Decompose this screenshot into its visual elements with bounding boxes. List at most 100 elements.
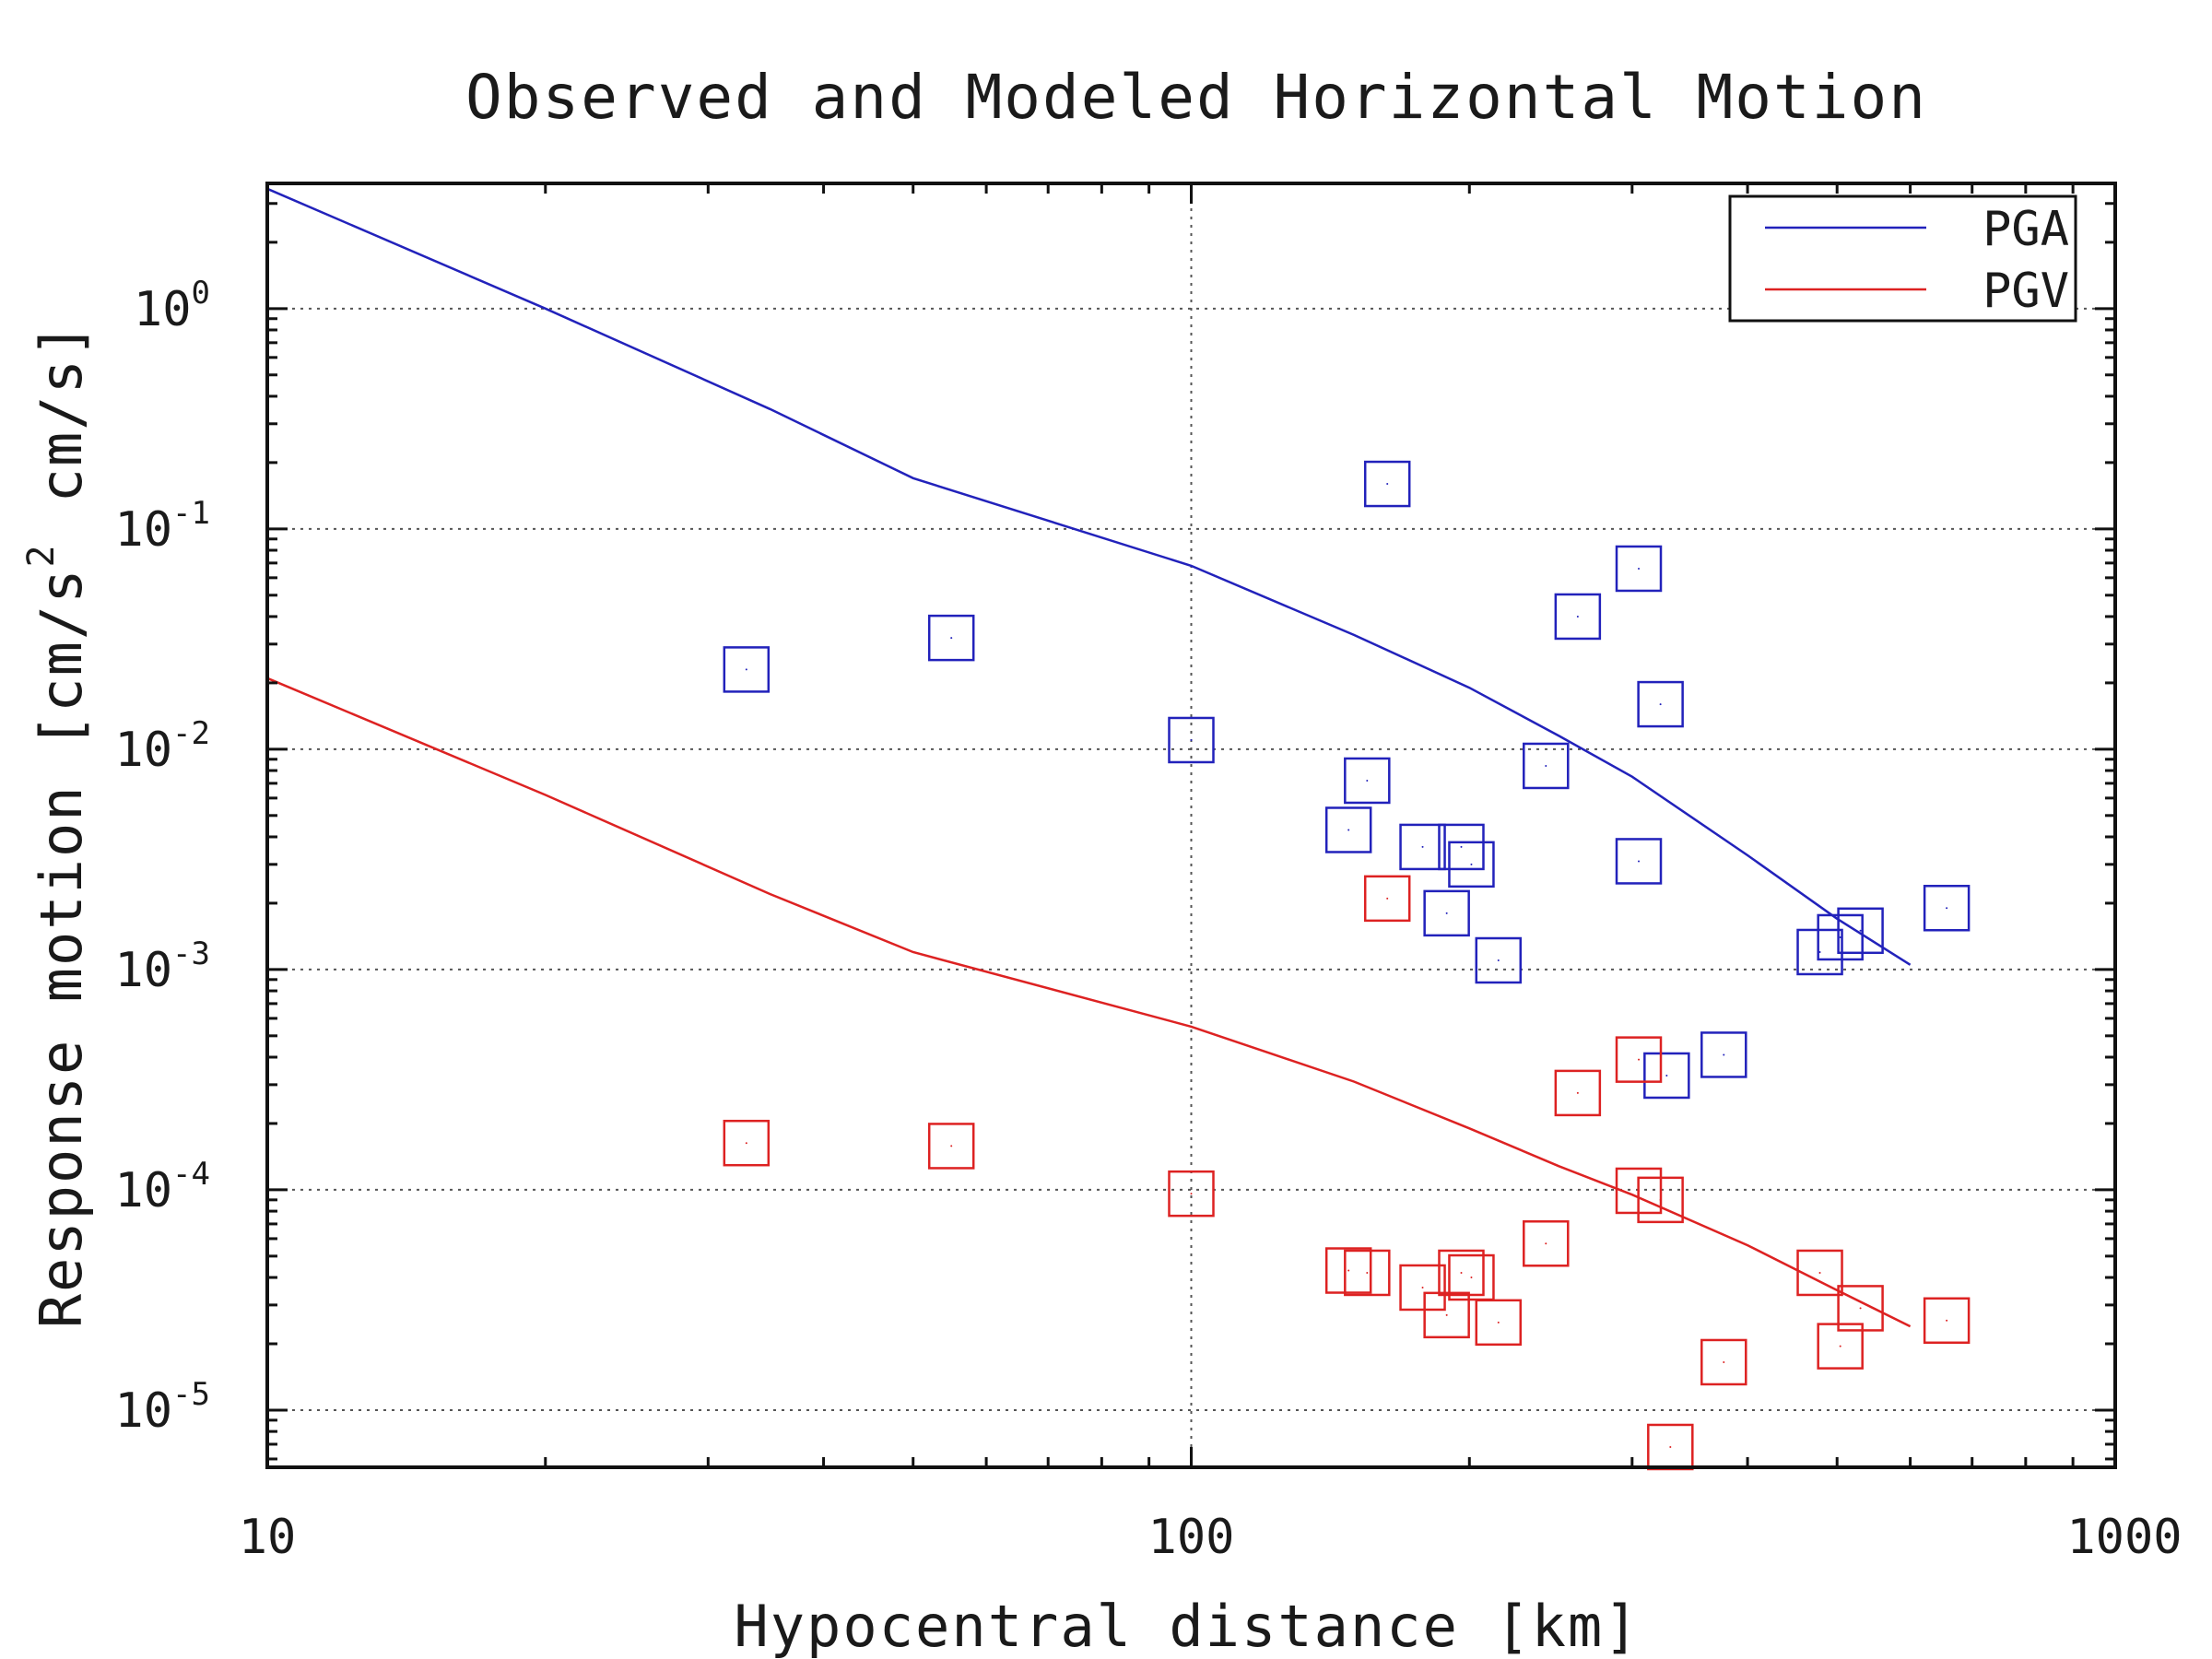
- x-tick-label: 1000: [2066, 1510, 2182, 1565]
- observed-point-center: [1386, 483, 1389, 486]
- observed-point-center: [1421, 1286, 1424, 1288]
- svg-text:Response motion [cm/s2cm/s]: Response motion [cm/s2 cm/s]: [20, 322, 95, 1329]
- y-axis-label-superscript: 2: [20, 543, 63, 567]
- model-line-pgv: [266, 677, 1912, 1328]
- y-tick-label: 100: [134, 275, 210, 337]
- observed-point-center: [1545, 1242, 1547, 1245]
- x-axis-label: Hypocentral distance [km]: [734, 1593, 1640, 1659]
- observed-point-center: [1190, 1193, 1193, 1195]
- observed-point-center: [1638, 860, 1641, 863]
- observed-point-center: [1470, 863, 1473, 865]
- grid-lines: [267, 183, 2115, 1467]
- y-tick-label: 10-4: [114, 1156, 210, 1218]
- observed-point-center: [1946, 907, 1948, 910]
- observed-point-pga: [1817, 913, 1864, 961]
- observed-point-pgv: [1796, 1249, 1843, 1297]
- observed-point-pga: [1423, 889, 1470, 937]
- observed-point-center: [1818, 950, 1821, 953]
- observed-point-pga: [1344, 757, 1391, 805]
- observed-point-center: [745, 1142, 747, 1145]
- observed-point-center: [1497, 1321, 1500, 1324]
- observed-point-center: [1347, 829, 1350, 831]
- observed-point-pga: [1523, 742, 1570, 790]
- observed-point-center: [1445, 1313, 1448, 1316]
- observed-point-center: [1946, 1319, 1948, 1322]
- observed-point-center: [1470, 1277, 1473, 1279]
- observed-point-center: [1576, 615, 1579, 618]
- model-line-pga: [266, 187, 1912, 966]
- observed-point-pgv: [1438, 1249, 1485, 1297]
- observed-point-pga: [1837, 907, 1884, 955]
- observed-point-pgv: [1615, 1036, 1663, 1083]
- y-axis-label-unit: cm/s]: [28, 322, 95, 503]
- observed-point-pgv: [1399, 1264, 1446, 1312]
- observed-point-pga: [1448, 841, 1495, 888]
- observed-point-pga: [1399, 823, 1446, 871]
- observed-point-center: [1818, 1271, 1821, 1274]
- observed-point-pgv: [723, 1119, 771, 1167]
- tick-labels: 10 100 1000 100 10-1 10-2 10-3 10-4 10-5: [114, 275, 2182, 1565]
- observed-point-center: [1839, 1345, 1841, 1347]
- observed-point-center: [1445, 912, 1448, 914]
- observed-point-pga: [1475, 936, 1523, 984]
- observed-point-center: [1638, 1058, 1641, 1061]
- observed-point-pgv: [1168, 1170, 1215, 1218]
- legend: PGA PGV: [1728, 194, 2077, 323]
- observed-point-center: [1545, 764, 1547, 767]
- observed-point-pgv: [1363, 875, 1411, 923]
- observed-point-pga: [1615, 545, 1663, 593]
- observed-point-pgv: [1554, 1069, 1602, 1117]
- observed-point-center: [1859, 1307, 1862, 1310]
- observed-point-center: [1839, 935, 1841, 938]
- observed-point-center: [1669, 1445, 1672, 1448]
- chart-title: Observed and Modeled Horizontal Motion: [465, 62, 1927, 133]
- observed-point-pgv: [1523, 1220, 1570, 1267]
- y-tick-label: 10-3: [114, 935, 210, 998]
- observed-point-pgv: [1344, 1249, 1391, 1297]
- observed-point-pgv: [927, 1123, 975, 1170]
- observed-point-center: [1366, 1271, 1369, 1274]
- observed-point-center: [1665, 1074, 1668, 1077]
- observed-point-center: [1638, 567, 1641, 570]
- observed-point-pgv: [1637, 1176, 1684, 1224]
- observed-point-pga: [1700, 1031, 1747, 1078]
- observed-point-center: [1386, 897, 1389, 900]
- legend-box: [1728, 194, 2077, 323]
- observed-point-center: [1190, 738, 1193, 741]
- observed-point-center: [1497, 959, 1500, 961]
- observed-point-pgv: [1817, 1323, 1864, 1370]
- observed-point-pga: [1438, 823, 1485, 871]
- legend-label-pga: PGA: [1983, 202, 2069, 257]
- y-tick-label: 10-1: [114, 495, 210, 558]
- observed-point-pgv: [1700, 1338, 1747, 1386]
- legend-label-pgv: PGV: [1983, 264, 2069, 319]
- y-tick-label: 10-2: [114, 715, 210, 778]
- observed-point-pga: [1643, 1052, 1690, 1100]
- observed-point-center: [1859, 929, 1862, 932]
- observed-point-center: [1347, 1269, 1350, 1272]
- observed-point-pga: [1615, 838, 1663, 885]
- observed-point-pgv: [1475, 1299, 1523, 1347]
- observed-point-center: [1460, 1271, 1463, 1274]
- x-tick-label: 10: [239, 1510, 297, 1565]
- observed-point-pga: [1554, 593, 1602, 641]
- observed-point-pgv: [1837, 1285, 1884, 1332]
- y-axis-label-main: Response motion [cm/s: [28, 567, 95, 1328]
- y-axis-label: Response motion [cm/s2 cm/s]: [20, 322, 95, 1329]
- observed-point-pga: [1637, 680, 1684, 728]
- x-tick-label: 100: [1148, 1510, 1235, 1565]
- y-tick-label: 10-5: [114, 1376, 210, 1439]
- observed-point-center: [950, 1145, 953, 1147]
- observed-point-center: [1460, 845, 1463, 848]
- observed-point-center: [1723, 1053, 1725, 1056]
- observed-point-pga: [1324, 806, 1372, 853]
- observed-point-pga: [1168, 716, 1215, 764]
- observed-point-pga: [723, 646, 771, 693]
- observed-point-center: [950, 637, 953, 640]
- observed-point-center: [1421, 845, 1424, 848]
- observed-point-pgv: [1923, 1297, 1971, 1345]
- observed-point-center: [1366, 779, 1369, 782]
- observed-point-center: [745, 668, 747, 671]
- observed-point-pgv: [1423, 1291, 1470, 1339]
